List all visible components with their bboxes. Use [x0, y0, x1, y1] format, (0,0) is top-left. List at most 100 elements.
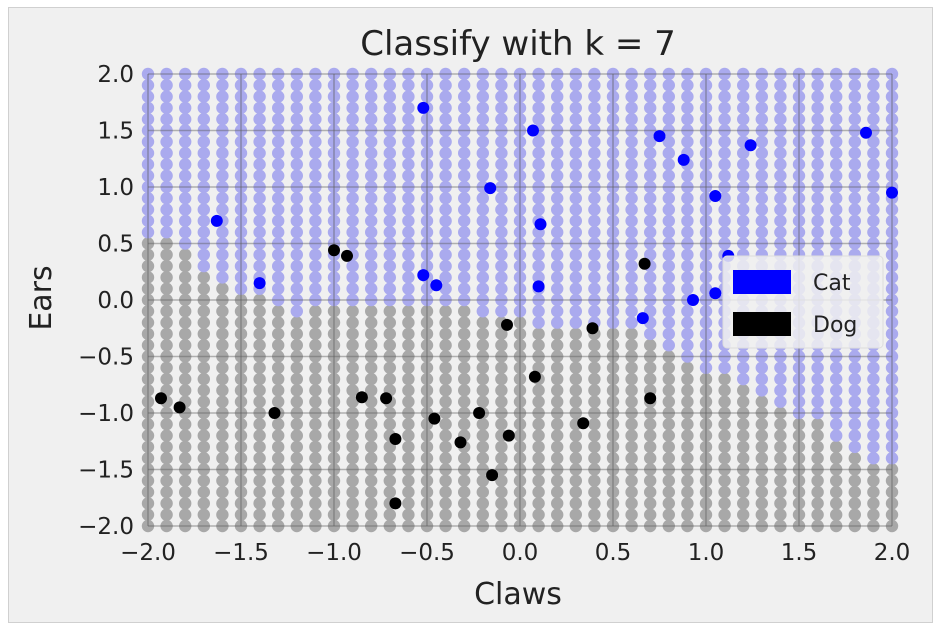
grid-dot-dog: [495, 384, 508, 397]
grid-dot-cat: [179, 124, 192, 137]
grid-dot-cat: [439, 293, 452, 307]
grid-dot-dog: [885, 519, 899, 533]
grid-dot-cat: [551, 90, 564, 103]
grid-dot-cat: [532, 135, 545, 148]
grid-dot-dog: [216, 282, 229, 295]
grid-dot-cat: [141, 67, 155, 81]
grid-dot-dog: [234, 429, 248, 442]
grid-dot-dog: [346, 361, 359, 374]
grid-dot-cat: [309, 237, 322, 250]
grid-dot-dog: [439, 339, 452, 352]
grid-dot-dog: [420, 372, 434, 386]
grid-dot-cat: [253, 259, 266, 273]
grid-dot-dog: [253, 339, 266, 352]
grid-dot-dog: [718, 508, 731, 521]
grid-dot-cat: [830, 135, 843, 148]
grid-dot-dog: [253, 463, 266, 476]
grid-dot-dog: [346, 406, 359, 420]
grid-dot-dog: [662, 440, 675, 454]
y-tick-label: 0.5: [97, 232, 134, 258]
grid-dot-cat: [867, 90, 880, 103]
grid-dot-cat: [216, 271, 229, 284]
grid-dot-cat: [792, 67, 806, 81]
grid-dot-dog: [718, 372, 731, 386]
data-point-cat: [210, 214, 223, 227]
grid-dot-cat: [681, 135, 694, 148]
grid-dot-cat: [699, 203, 713, 216]
grid-dot-cat: [681, 214, 694, 228]
grid-dot-dog: [216, 418, 229, 431]
grid-dot-cat: [867, 146, 880, 160]
grid-dot-cat: [327, 158, 341, 171]
grid-dot-dog: [551, 497, 564, 510]
grid-dot-dog: [141, 248, 155, 261]
grid-dot-dog: [699, 395, 713, 408]
grid-dot-dog: [737, 395, 750, 408]
grid-dot-dog: [383, 418, 396, 431]
grid-dot-cat: [365, 226, 378, 239]
grid-dot-cat: [327, 180, 341, 194]
grid-dot-dog: [718, 497, 731, 510]
grid-dot-cat: [588, 293, 601, 307]
y-tick-label: 1.0: [97, 175, 134, 201]
grid-dot-dog: [197, 327, 210, 341]
grid-dot-cat: [774, 169, 787, 182]
grid-dot-dog: [606, 418, 620, 431]
grid-dot-cat: [867, 372, 880, 386]
grid-dot-cat: [458, 259, 471, 273]
grid-dot-dog: [253, 305, 266, 318]
grid-dot-dog: [848, 497, 861, 510]
grid-dot-cat: [365, 101, 378, 115]
grid-dot-cat: [551, 113, 564, 126]
grid-dot-dog: [848, 474, 861, 487]
grid-dot-dog: [569, 350, 582, 363]
grid-dot-cat: [234, 113, 248, 126]
grid-dot-cat: [885, 293, 899, 307]
grid-dot-dog: [420, 316, 434, 329]
grid-dot-dog: [755, 440, 768, 454]
x-tick-label: −1.0: [306, 540, 362, 566]
grid-dot-dog: [346, 508, 359, 521]
grid-dot-cat: [830, 90, 843, 103]
grid-dot-cat: [327, 203, 341, 216]
grid-dot-cat: [234, 203, 248, 216]
grid-dot-cat: [402, 67, 415, 81]
grid-dot-cat: [216, 67, 229, 81]
grid-dot-dog: [774, 463, 787, 476]
grid-dot-dog: [588, 361, 601, 374]
grid-dot-dog: [532, 350, 545, 363]
data-point-dog: [501, 318, 513, 331]
grid-dot-cat: [551, 316, 564, 329]
grid-dot-cat: [774, 361, 787, 374]
grid-dot-cat: [253, 101, 266, 115]
grid-dot-cat: [606, 214, 620, 228]
series-dog: [155, 244, 657, 510]
grid-dot-cat: [588, 169, 601, 182]
grid-dot-cat: [885, 395, 899, 408]
grid-dot-dog: [141, 452, 155, 465]
grid-dot-dog: [662, 372, 675, 386]
grid-dot-dog: [141, 293, 155, 307]
grid-dot-cat: [885, 101, 899, 115]
grid-dot-dog: [644, 463, 657, 476]
grid-dot-cat: [569, 135, 582, 148]
grid-dot-cat: [885, 429, 899, 442]
grid-dot-dog: [253, 418, 266, 431]
grid-dot-cat: [885, 135, 899, 148]
grid-dot-cat: [681, 180, 694, 194]
grid-dot-cat: [327, 271, 341, 284]
grid-dot-cat: [160, 158, 173, 171]
grid-dot-dog: [365, 519, 378, 533]
grid-dot-cat: [272, 237, 285, 250]
grid-dot-dog: [718, 429, 731, 442]
data-point-dog: [644, 392, 657, 405]
grid-dot-cat: [699, 271, 713, 284]
grid-dot-cat: [253, 146, 266, 160]
grid-dot-dog: [402, 429, 415, 442]
grid-dot-cat: [495, 214, 508, 228]
grid-dot-dog: [588, 519, 601, 533]
grid-dot-dog: [588, 497, 601, 510]
grid-dot-dog: [420, 519, 434, 533]
grid-dot-dog: [365, 485, 378, 499]
x-tick-label: −0.5: [399, 540, 455, 566]
